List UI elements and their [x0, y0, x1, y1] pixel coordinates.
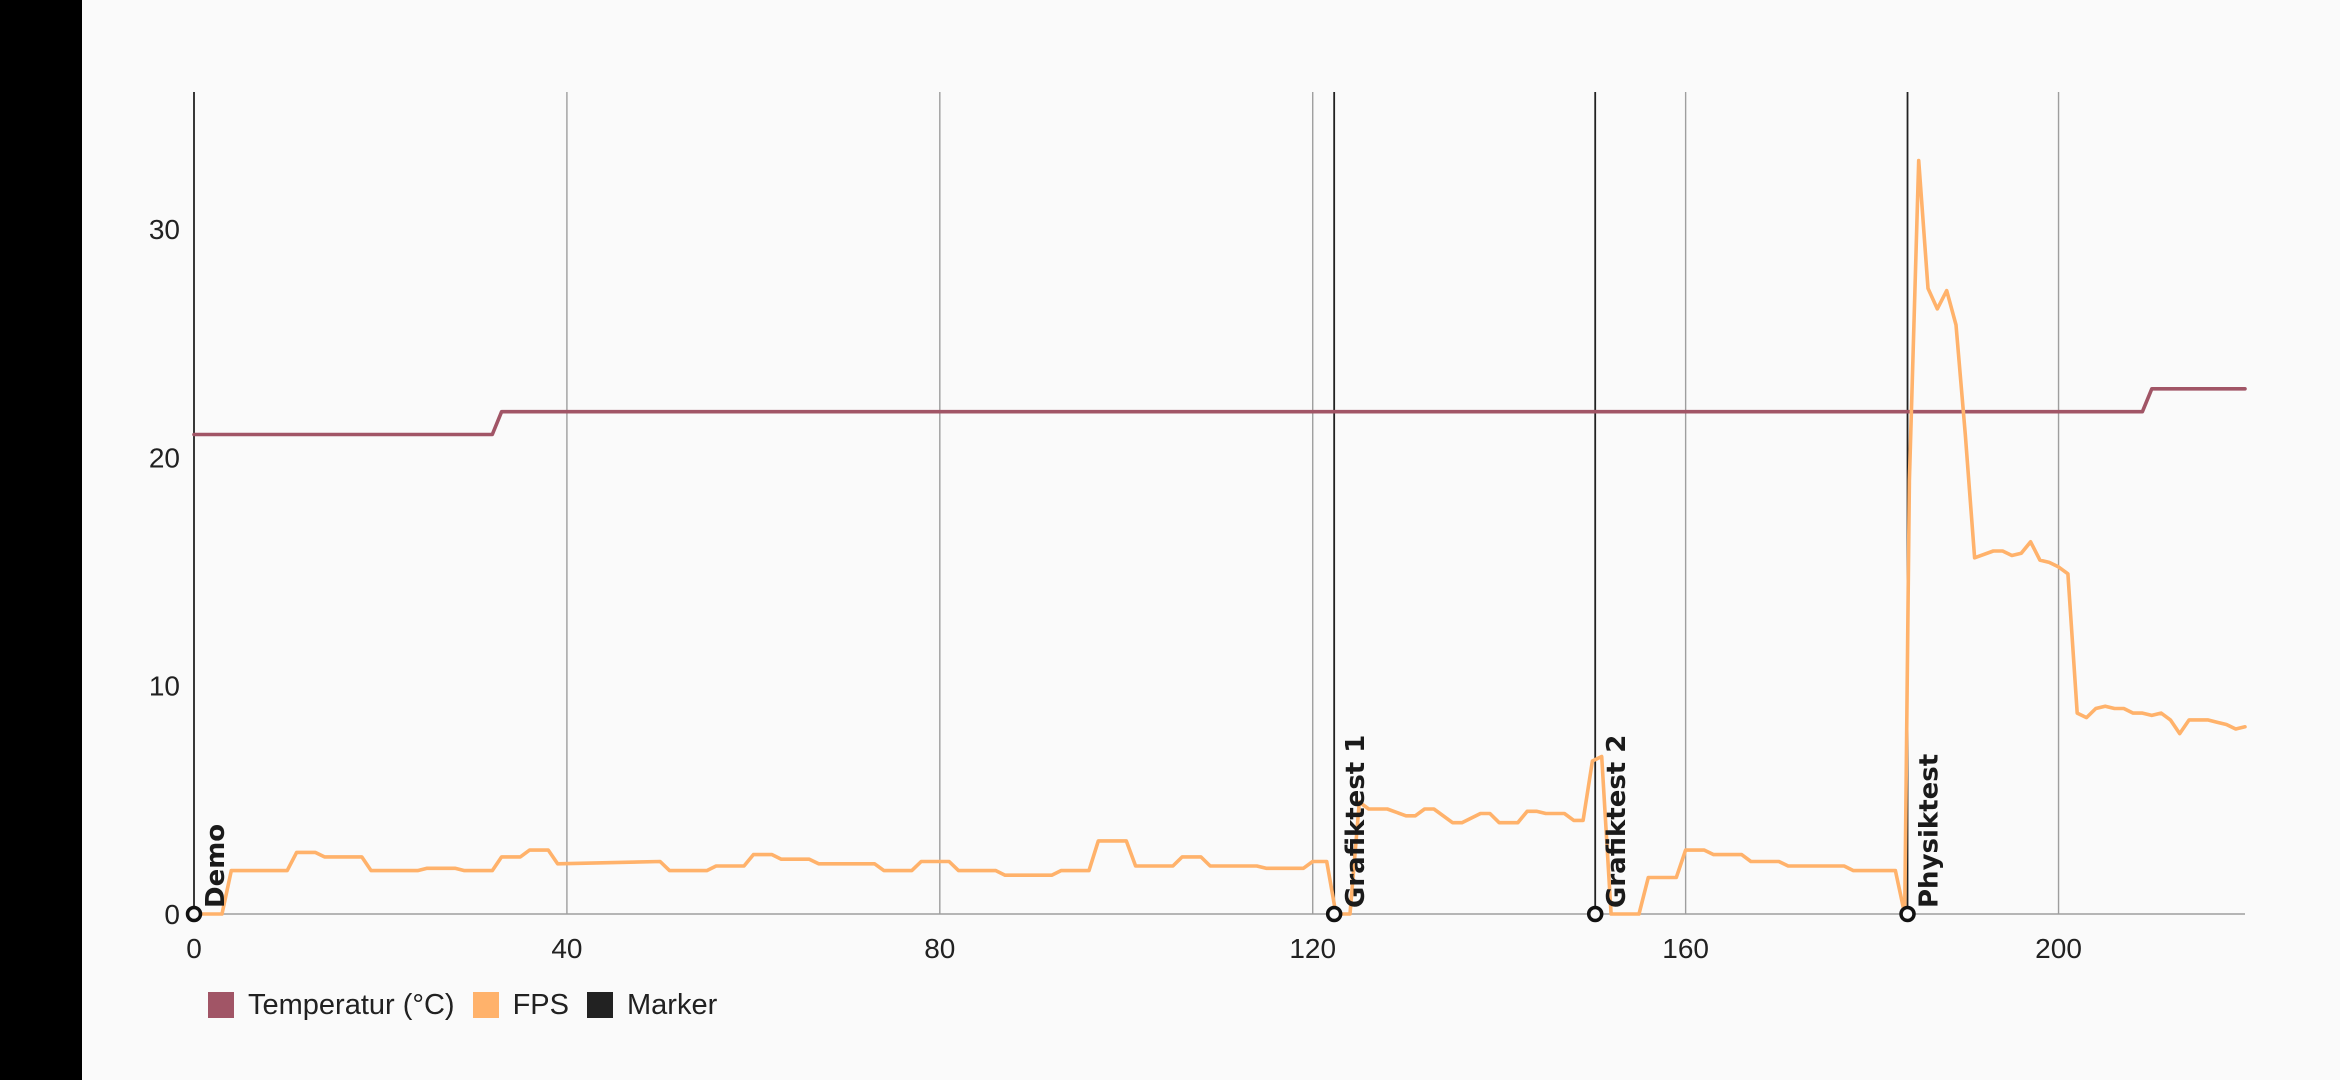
grid-lines — [566, 92, 2060, 914]
marker-dot-0 — [185, 905, 203, 923]
y-tick-label-0: 0 — [164, 899, 180, 930]
legend-item-fps[interactable]: FPS — [472, 988, 569, 1022]
legend-swatch-fps — [472, 992, 499, 1018]
marker-label-0: Demo — [201, 824, 231, 908]
legend-label-marker: Marker — [627, 988, 718, 1021]
chart-legend: Temperatur (°C) FPS Marker — [208, 985, 719, 1025]
tick-labels: Demo Grafiktest 1 Grafiktest 2 Physiktest 0 4… — [149, 214, 2082, 964]
x-tick-label-80: 80 — [924, 933, 955, 964]
legend-swatch-marker — [587, 992, 613, 1018]
marker-lines — [193, 92, 1909, 914]
marker-dot-1 — [1325, 905, 1343, 923]
legend-item-marker[interactable]: Marker — [587, 989, 717, 1022]
legend-label-fps: FPS — [512, 988, 569, 1021]
marker-label-2: Grafiktest 2 — [1602, 735, 1632, 908]
legend-label-temperature: Temperatur (°C) — [248, 988, 455, 1021]
legend-item-temperature[interactable]: Temperatur (°C) — [208, 989, 455, 1022]
x-tick-label-0: 0 — [186, 933, 202, 964]
marker-dot-2 — [1586, 905, 1604, 923]
legend-swatch-temperature — [208, 992, 234, 1018]
marker-dot-3 — [1899, 905, 1916, 923]
x-tick-label-40: 40 — [551, 933, 582, 964]
series-line-temperature — [192, 386, 2247, 437]
x-tick-label-120: 120 — [1289, 933, 1336, 964]
marker-dots — [185, 905, 1916, 923]
x-tick-label-200: 200 — [2035, 933, 2082, 964]
marker-label-1: Grafiktest 1 — [1341, 735, 1371, 908]
y-tick-label-30: 30 — [149, 214, 180, 245]
x-tick-label-160: 160 — [1662, 933, 1709, 964]
y-tick-label-20: 20 — [149, 442, 180, 473]
marker-label-3: Physiktest — [1915, 754, 1945, 908]
screen-left-bezel — [0, 0, 82, 1080]
series-lines — [192, 158, 2247, 916]
series-line-fps — [192, 158, 2247, 916]
y-tick-label-10: 10 — [149, 671, 180, 702]
